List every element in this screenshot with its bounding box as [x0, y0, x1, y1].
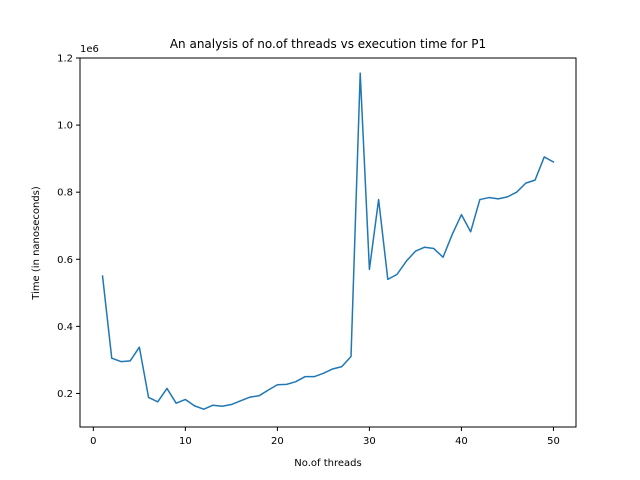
x-tick-label: 30	[363, 436, 376, 447]
x-tick-label: 50	[547, 436, 560, 447]
x-tick-label: 40	[455, 436, 468, 447]
y-offset-label: 1e6	[80, 44, 99, 55]
y-tick-label: 0.2	[57, 389, 73, 400]
y-tick-label: 0.4	[57, 322, 73, 333]
y-tick-label: 1.2	[57, 54, 73, 65]
x-tick-label: 0	[90, 436, 96, 447]
x-tick-label: 10	[179, 436, 192, 447]
y-axis-label: Time (in nanoseconds)	[31, 186, 42, 301]
series-line	[101, 72, 555, 410]
plot-frame	[79, 57, 577, 428]
y-tick-label: 0.8	[57, 188, 73, 199]
y-tick-label: 1.0	[57, 121, 73, 132]
plot-area: 0 10 20 30 40 50 0.2 0.4 0.6 0.8 1.0 1.2	[57, 54, 560, 448]
y-tick-label: 0.6	[57, 255, 73, 266]
x-tick-label: 20	[271, 436, 284, 447]
x-axis-label: No.of threads	[294, 458, 361, 469]
chart-title: An analysis of no.of threads vs executio…	[170, 37, 486, 51]
